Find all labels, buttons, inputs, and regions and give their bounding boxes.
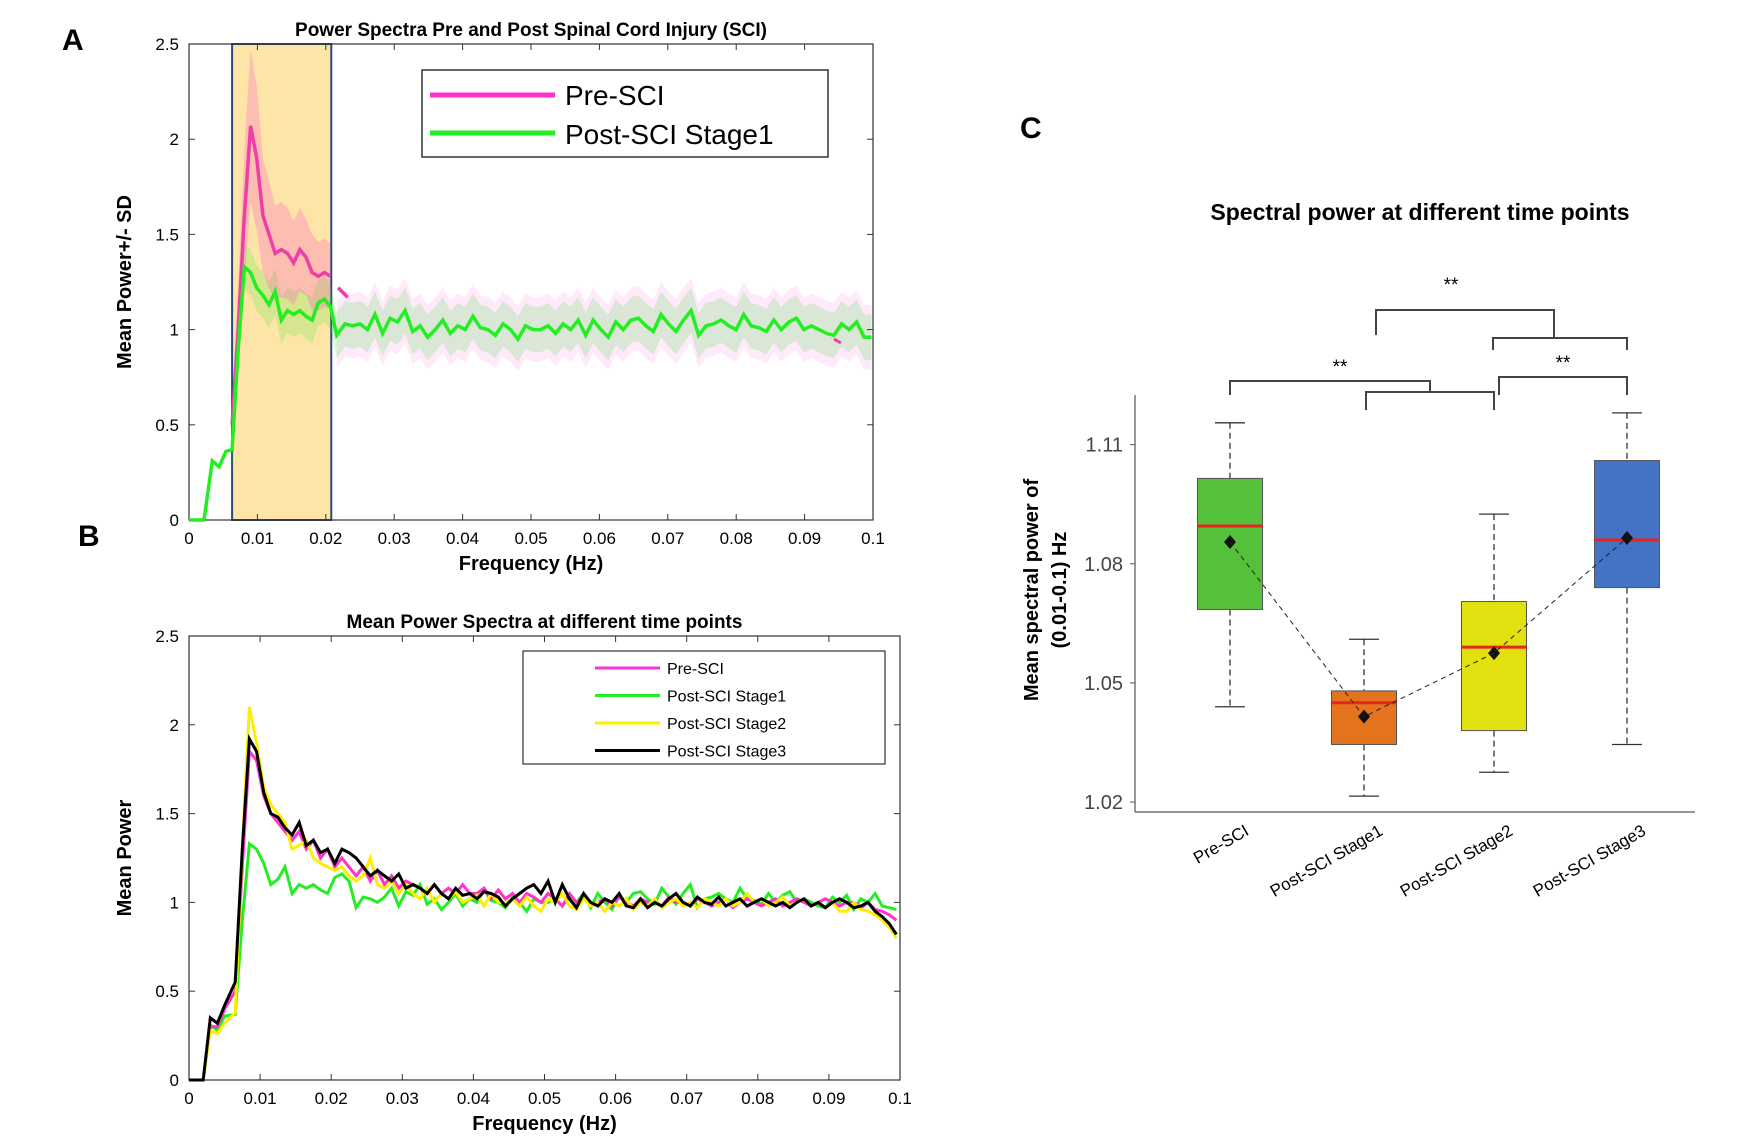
legend-box [421, 69, 829, 158]
x-axis-label: Frequency (Hz) [472, 1113, 616, 1135]
y-tick-label: 1.02 [1084, 792, 1123, 814]
y-tick-label: 0.5 [155, 416, 179, 435]
bracket-stage2-vs-stage3 [1498, 376, 1628, 395]
box-post-sci-stage2: Post-SCI Stage2 [1397, 513, 1527, 901]
box-post-sci-stage3: Post-SCI Stage3 [1530, 412, 1660, 901]
x-tick-label: Post-SCI Stage3 [1530, 821, 1649, 901]
x-tick-label: Post-SCI Stage2 [1397, 821, 1516, 901]
y-tick-label: 1.05 [1084, 673, 1123, 695]
panel-letter-b: B [78, 520, 100, 553]
chart-b: Mean Power Spectra at different time poi… [114, 612, 912, 1135]
stage1-sd-band [232, 243, 872, 473]
x-tick-label: 0.08 [741, 1089, 774, 1108]
y-axis-label: Mean Power [114, 799, 136, 916]
bracket-top [1375, 309, 1555, 338]
y-tick-label: 0.5 [155, 982, 179, 1001]
x-tick-label: 0.01 [241, 529, 274, 548]
legend-label-post-sci-stage1: Post-SCI Stage1 [565, 119, 774, 150]
x-tick-label: 0.1 [888, 1089, 912, 1108]
x-tick-label: 0 [184, 529, 193, 548]
bracket-sub-stage1-stage2 [1365, 391, 1495, 410]
mean-marker [1621, 530, 1633, 545]
series-line-pre-sci-tail-1 [336, 286, 349, 299]
chart-c: Spectral power at different time points 1… [1021, 199, 1695, 901]
x-tick-label: 0.02 [309, 529, 342, 548]
y-tick-label: 2 [170, 716, 179, 735]
legend-label-post-sci-stage3: Post-SCI Stage3 [667, 744, 786, 761]
x-tick-label: 0.05 [514, 529, 547, 548]
significance-label: ** [1444, 275, 1459, 296]
series-line-pre-sci [189, 747, 898, 1082]
x-tick-label: 0.06 [599, 1089, 632, 1108]
x-tick-label: 0 [184, 1089, 193, 1108]
legend-label-post-sci-stage1: Post-SCI Stage1 [667, 689, 786, 706]
chart-title: Mean Power Spectra at different time poi… [347, 612, 743, 633]
y-axis-label: Mean Power+/- SD [114, 195, 136, 369]
legend-label-post-sci-stage2: Post-SCI Stage2 [667, 716, 786, 733]
y-axis-label-line1: Mean spectral power of [1021, 479, 1043, 702]
x-tick-label: 0.1 [861, 529, 885, 548]
highlight-band [231, 43, 333, 521]
chart-title: Power Spectra Pre and Post Spinal Cord I… [295, 20, 767, 41]
y-tick-label: 2.5 [155, 35, 179, 54]
x-tick-label: Post-SCI Stage1 [1267, 821, 1386, 901]
series-line-post-sci-stage3 [189, 733, 898, 1082]
chart-a: Power Spectra Pre and Post Spinal Cord I… [114, 20, 885, 575]
x-tick-label: 0.07 [670, 1089, 703, 1108]
x-tick-label: 0.09 [812, 1089, 845, 1108]
x-tick-label: 0.03 [378, 529, 411, 548]
legend-b: Pre-SCI Post-SCI Stage1 Post-SCI Stage2 Pos… [522, 650, 886, 765]
legend-label-pre-sci: Pre-SCI [565, 80, 665, 111]
x-tick-label: 0.02 [315, 1089, 348, 1108]
x-tick-label: 0.07 [651, 529, 684, 548]
bracket-sub-stage2-stage3 [1492, 337, 1628, 350]
pre-sd-band [232, 49, 331, 444]
y-tick-label: 2.5 [155, 627, 179, 646]
box-pre-sci: Pre-SCI [1190, 422, 1263, 868]
y-tick-label: 0 [170, 1071, 179, 1090]
x-tick-label: 0.03 [386, 1089, 419, 1108]
series-line-pre-sci [230, 125, 332, 425]
legend-box [522, 650, 886, 765]
box-post-sci-stage1: Post-SCI Stage1 [1267, 638, 1397, 901]
mean-trend-line [1229, 537, 1628, 718]
y-tick-label: 2 [170, 130, 179, 149]
panel-letter-a: A [62, 24, 84, 57]
y-tick-label: 1.11 [1086, 435, 1123, 457]
x-tick-label: 0.01 [244, 1089, 277, 1108]
chart-title: Spectral power at different time points [1210, 199, 1629, 225]
y-tick-label: 1.5 [155, 225, 179, 244]
significance-label: ** [1333, 357, 1348, 378]
x-tick-label: Pre-SCI [1190, 821, 1252, 868]
x-tick-label: 0.09 [788, 529, 821, 548]
y-tick-label: 1.08 [1084, 554, 1123, 576]
x-axis-label: Frequency (Hz) [459, 553, 603, 575]
bracket-pre-vs-stage1-stage2 [1229, 380, 1431, 395]
legend-label-pre-sci: Pre-SCI [667, 661, 724, 678]
x-tick-label: 0.05 [528, 1089, 561, 1108]
box-iqr [1461, 601, 1527, 732]
x-tick-label: 0.04 [457, 1089, 490, 1108]
significance-brackets: ** ** ** [1229, 275, 1628, 410]
series-line-post-sci-stage1 [189, 263, 872, 522]
y-tick-label: 1 [170, 893, 179, 912]
series-line-post-sci-stage1 [189, 840, 897, 1082]
y-tick-label: 1 [170, 321, 179, 340]
x-tick-label: 0.08 [720, 529, 753, 548]
y-axis-label-line2: (0.01-0.1) Hz [1049, 532, 1071, 649]
significance-label: ** [1556, 353, 1571, 374]
x-tick-label: 0.04 [446, 529, 479, 548]
y-tick-label: 1.5 [155, 805, 179, 824]
panel-letter-c: C [1020, 112, 1042, 145]
pre-sd-band-extended [336, 278, 872, 372]
series-line-pre-sci-tail-2 [833, 337, 842, 345]
legend-a: Pre-SCI Post-SCI Stage1 [421, 69, 829, 158]
y-tick-label: 0 [170, 511, 179, 530]
box-iqr [1594, 460, 1660, 589]
series-line-post-sci-stage2 [189, 706, 898, 1082]
x-tick-label: 0.06 [583, 529, 616, 548]
